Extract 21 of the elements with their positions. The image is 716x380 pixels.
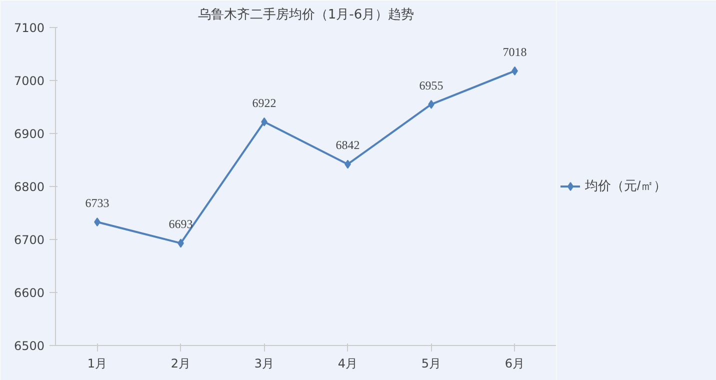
y-tick-label: 6900	[14, 127, 45, 141]
data-label: 6693	[168, 217, 193, 232]
y-tick-label: 6700	[14, 233, 45, 247]
x-tick-label: 1月	[87, 356, 108, 370]
y-tick-label: 6600	[14, 286, 45, 300]
x-tick-label: 6月	[504, 356, 525, 370]
y-tick-label: 6500	[14, 339, 45, 353]
x-tick-label: 4月	[338, 356, 358, 370]
legend-label: 均价（元/㎡）	[585, 177, 667, 195]
x-tick-label: 3月	[254, 356, 274, 370]
data-label: 6842	[336, 138, 360, 152]
data-label: 7018	[502, 44, 527, 59]
data-label: 6955	[419, 78, 444, 92]
y-tick-label: 7100	[14, 21, 45, 35]
data-label: 6733	[85, 196, 110, 210]
x-tick-label: 5月	[421, 356, 442, 370]
y-tick-label: 7000	[14, 74, 45, 88]
chart-title: 乌鲁木齐二手房均价（1月-6月）趋势	[198, 6, 414, 22]
x-tick-label: 2月	[170, 356, 191, 370]
y-tick-label: 6800	[14, 180, 45, 194]
data-label: 6922	[252, 96, 276, 110]
